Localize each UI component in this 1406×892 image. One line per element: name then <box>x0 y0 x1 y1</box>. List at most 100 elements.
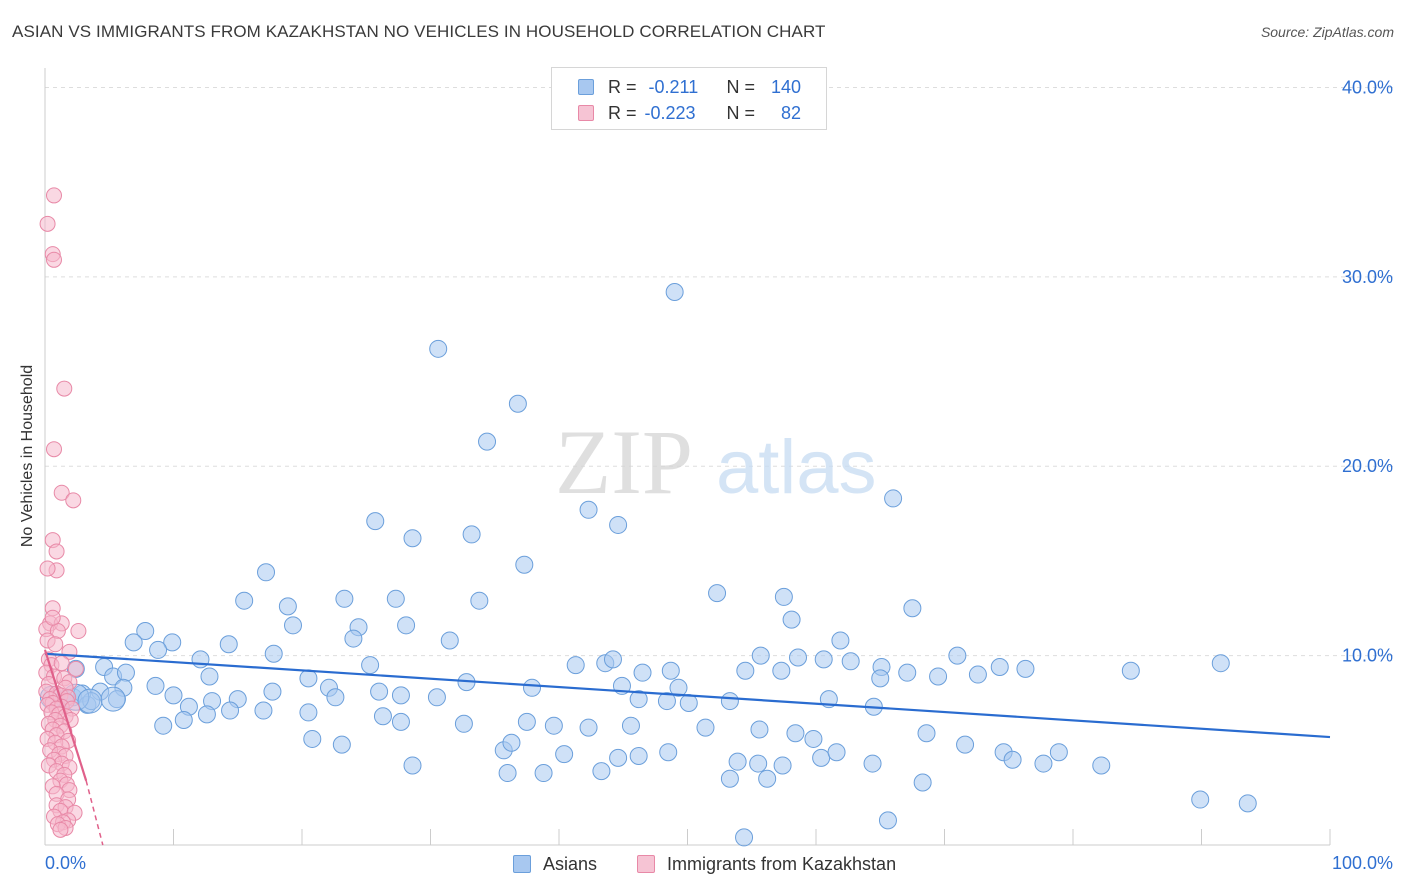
kazakhstan-point <box>65 492 82 509</box>
x-tick-label-min: 0.0% <box>45 853 86 873</box>
asians-point <box>391 712 410 731</box>
asians-point <box>149 640 168 659</box>
kazakhstan-point <box>53 655 70 672</box>
asians-point <box>720 692 739 711</box>
asians-point <box>814 650 833 669</box>
asians-point <box>603 650 622 669</box>
kazakhstan-point <box>47 636 64 653</box>
asians-point <box>990 657 1009 676</box>
asians-point <box>773 756 792 775</box>
asians-point-cluster <box>77 688 103 714</box>
chart-title: ASIAN VS IMMIGRANTS FROM KAZAKHSTAN NO V… <box>12 22 826 41</box>
asians-point <box>454 714 473 733</box>
x-tick-labels: 0.0% 100.0% <box>45 853 1393 873</box>
asians-point <box>373 707 392 726</box>
asians-point <box>427 688 446 707</box>
asians-point <box>278 597 297 616</box>
asians-point <box>429 339 448 358</box>
asians-point <box>1211 654 1230 673</box>
asians-point <box>197 705 216 724</box>
asians-point <box>884 489 903 508</box>
asians-point <box>665 283 684 302</box>
kazakhstan-point <box>48 543 65 560</box>
asians-point <box>750 720 769 739</box>
bottom-legend-asians: Asians <box>513 852 597 876</box>
asians-point <box>898 663 917 682</box>
gridlines <box>45 86 1395 657</box>
asians-point <box>219 635 238 654</box>
y-tick-label: 30.0% <box>1342 267 1393 287</box>
asians-n-value: 140 <box>770 76 802 97</box>
asians-n-label: N = <box>726 76 756 97</box>
asians-point <box>534 764 553 783</box>
asians-point <box>124 633 143 652</box>
asians-point <box>403 529 422 548</box>
asians-point <box>370 682 389 701</box>
y-axis-label: No Vehicles in Household <box>19 364 36 548</box>
series-kazakhstan-points <box>38 187 87 838</box>
asians-point <box>478 432 497 451</box>
asians-point <box>871 669 890 688</box>
asians-point <box>1191 790 1210 809</box>
kazakhstan-point <box>45 251 62 268</box>
bottom-asians-swatch <box>513 855 531 873</box>
asians-point <box>903 599 922 618</box>
asians-point <box>1034 754 1053 773</box>
asians-point <box>827 743 846 762</box>
asians-point <box>235 591 254 610</box>
asians-point <box>720 769 739 788</box>
asians-point <box>403 756 422 775</box>
asians-point <box>299 703 318 722</box>
asians-point <box>462 525 481 544</box>
asians-point <box>812 748 831 767</box>
asians-point <box>659 743 678 762</box>
kazakhstan-point <box>53 484 70 501</box>
asians-point <box>221 701 240 720</box>
asians-point <box>956 735 975 754</box>
asians-point <box>498 764 517 783</box>
asians-point <box>679 693 698 712</box>
kazakhstan-swatch <box>578 105 594 121</box>
asians-point <box>913 773 932 792</box>
asians-swatch <box>578 79 594 95</box>
asians-point <box>789 648 808 667</box>
asians-point <box>758 769 777 788</box>
asians-point <box>786 724 805 743</box>
asians-point <box>366 512 385 531</box>
asians-point <box>948 646 967 665</box>
asians-point <box>566 656 585 675</box>
asians-point <box>751 646 770 665</box>
x-tick-label-max: 100.0% <box>1332 853 1393 873</box>
source-credit: Source: ZipAtlas.com <box>1260 24 1394 40</box>
asians-point <box>200 667 219 686</box>
kazakhstan-point <box>39 215 56 232</box>
kazakhstan-point <box>52 821 69 838</box>
asians-point <box>174 711 193 730</box>
asians-point <box>361 656 380 675</box>
asians-point <box>555 745 574 764</box>
asians-point <box>633 663 652 682</box>
asians-point <box>386 589 405 608</box>
kazakhstan-trend-extension <box>85 780 104 846</box>
legend-row-asians: R = -0.211 N = 140 <box>578 75 801 99</box>
asians-point <box>303 729 322 748</box>
asians-point <box>708 584 727 603</box>
asians-point <box>609 748 628 767</box>
kazakhstan-point <box>56 380 73 397</box>
watermark-zip: ZIP <box>555 411 693 513</box>
asians-point <box>629 746 648 765</box>
asians-point <box>523 678 542 697</box>
asians-point <box>163 633 182 652</box>
asians-point <box>440 631 459 650</box>
watermark-atlas: atlas <box>716 425 877 510</box>
asians-point <box>332 735 351 754</box>
kazakhstan-point <box>70 622 87 639</box>
asians-point <box>515 555 534 574</box>
asians-point <box>154 716 173 735</box>
asians-point <box>544 716 563 735</box>
asians-point <box>696 718 715 737</box>
asians-point <box>749 754 768 773</box>
correlation-legend: R = -0.211 N = 140 R = -0.223 N = 82 <box>551 67 827 130</box>
bottom-kazakhstan-label: Immigrants from Kazakhstan <box>667 853 897 874</box>
asians-point <box>736 661 755 680</box>
